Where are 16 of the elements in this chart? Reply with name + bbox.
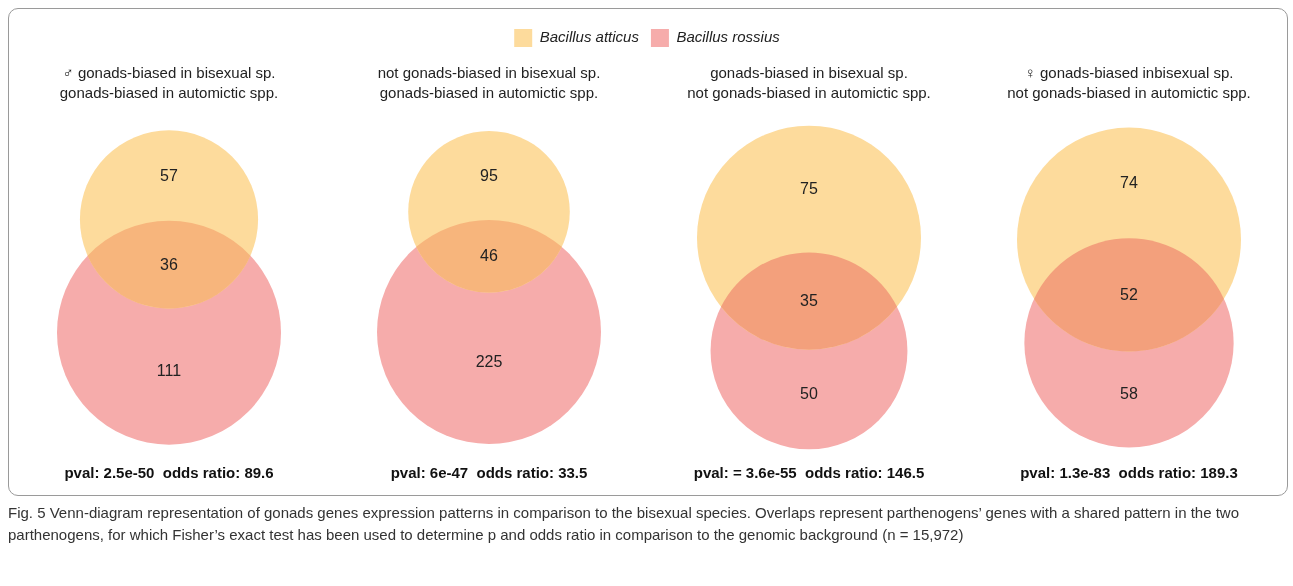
panel-frame: Bacillus atticus Bacillus rossius ♂ gonads-biased in bisexual sp. gonads-biased in automictic spp. 57 36 111 pval: 2.5e-50 odds ratio: 89.6 not gonads-biased in bisexual sp. gonads-biased in automictic spp. 95 46 225 pval: 6e-47 odds ratio: 33.5 gonads-biased in bisexual sp. not gonads-biased in automictic spp. 75 35 50 pval: = 3.6e-55 odds ratio: 146.5 ♀ gonads-biased inbisexual sp. not gonads-biased in automictic spp. 74 52 58 pval: 1.3e-83 odds ratio: 189.3 [8,8,1288,496]
data-label: 95 [479,165,499,186]
data-label: 52 [1119,284,1139,305]
data-label: 35 [799,291,819,312]
data-label: 46 [479,246,499,267]
legend-label: Bacillus rossius [676,28,781,46]
data-label: 75 [799,179,819,200]
data-label: 36 [159,254,179,275]
data-label: 58 [1119,383,1139,404]
legend-label: Bacillus atticus [539,28,640,46]
data-label: 74 [1119,172,1139,193]
data-label: 225 [474,352,504,373]
data-label: 111 [155,360,183,381]
data-label: 50 [799,383,819,404]
data-label: 57 [159,165,179,186]
caption: Fig. 5 Venn-diagram representation of gonads genes expression patterns in comparison to the bisexual species. Overlaps represent parthenogens’ genes with a shared pattern in the two parthenogens, for which Fisher’s exact test has been used to determine p and odds ratio in comparison to the genomic background (n = 15,972) [8,503,1240,545]
